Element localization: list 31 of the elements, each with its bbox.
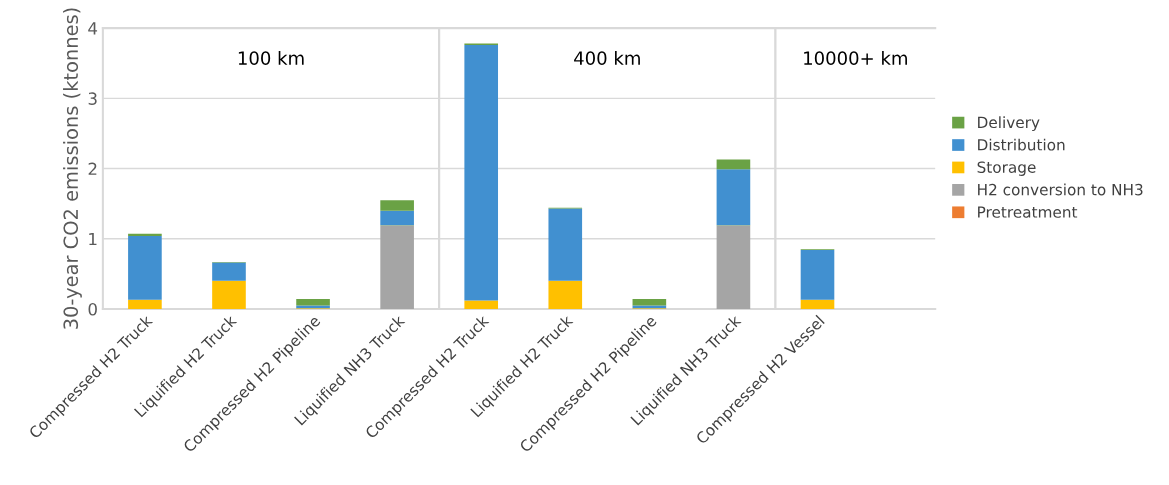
bar: [380, 226, 414, 309]
bar: [548, 208, 583, 281]
bar: [128, 233, 162, 236]
y-axis-title: 30-year CO2 emissions (ktonnes): [63, 8, 82, 329]
legend-label: H2 conversion to NH3: [978, 183, 1143, 196]
bar: [296, 299, 330, 306]
legend-label: Storage: [977, 161, 1036, 176]
bar: [380, 200, 414, 211]
y-tick-label: 1: [89, 232, 97, 246]
legend-label: Pretreatment: [978, 206, 1078, 218]
bar: [128, 235, 162, 300]
bar: [716, 169, 751, 226]
bar: [212, 262, 246, 281]
legend-label: Distribution: [978, 138, 1065, 151]
text: 100 km: [238, 51, 304, 65]
y-tick-label: 3: [88, 92, 97, 105]
bar: [380, 210, 414, 226]
bar: [548, 280, 583, 309]
bar: [464, 44, 499, 301]
bar: [212, 280, 246, 309]
bar: [632, 299, 667, 306]
bar: [464, 300, 499, 309]
bar: [716, 159, 751, 170]
bar: [128, 299, 162, 309]
y-tick-label: 0: [88, 302, 97, 316]
text: 10000+ km: [804, 51, 907, 65]
y-tick-label: 4: [88, 22, 98, 35]
y-tick-label: 2: [88, 162, 97, 175]
text: 400 km: [574, 51, 640, 65]
legend-label: Delivery: [978, 116, 1040, 132]
bar: [716, 226, 751, 309]
